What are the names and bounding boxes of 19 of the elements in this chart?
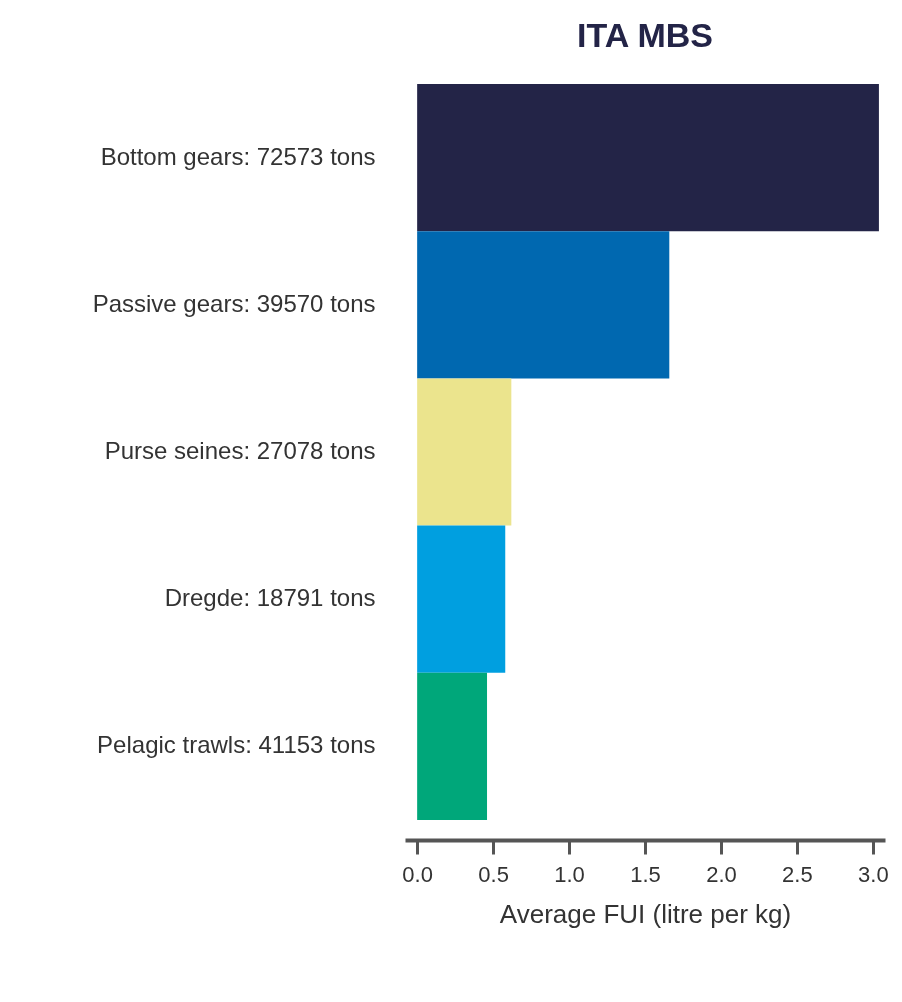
x-tick-label: 2.5 <box>782 861 813 887</box>
bar <box>417 84 879 232</box>
y-tick-label: Passive gears: 39570 tons <box>92 289 376 317</box>
y-tick-label: Purse seines: 27078 tons <box>104 437 376 464</box>
bar <box>417 672 488 820</box>
x-tick-label: 1.0 <box>554 861 585 887</box>
x-tick-label: 1.5 <box>630 861 661 887</box>
x-tick-label: 3.0 <box>858 861 889 887</box>
chart-title: ITA MBS <box>577 16 713 54</box>
y-tick-label: Bottom gears: 72573 tons <box>100 142 376 170</box>
y-tick-label: Pelagic trawls: 41153 tons <box>97 731 376 759</box>
bar <box>417 378 512 526</box>
y-tick-label: Dregde: 18791 tons <box>164 584 376 612</box>
x-tick-label: 2.0 <box>706 861 737 887</box>
bar <box>417 231 670 379</box>
x-tick-label: 0.5 <box>478 861 509 887</box>
x-axis-title: Average FUI (litre per kg) <box>499 898 792 929</box>
x-tick-label: 0.0 <box>402 861 433 887</box>
bar <box>417 525 506 673</box>
